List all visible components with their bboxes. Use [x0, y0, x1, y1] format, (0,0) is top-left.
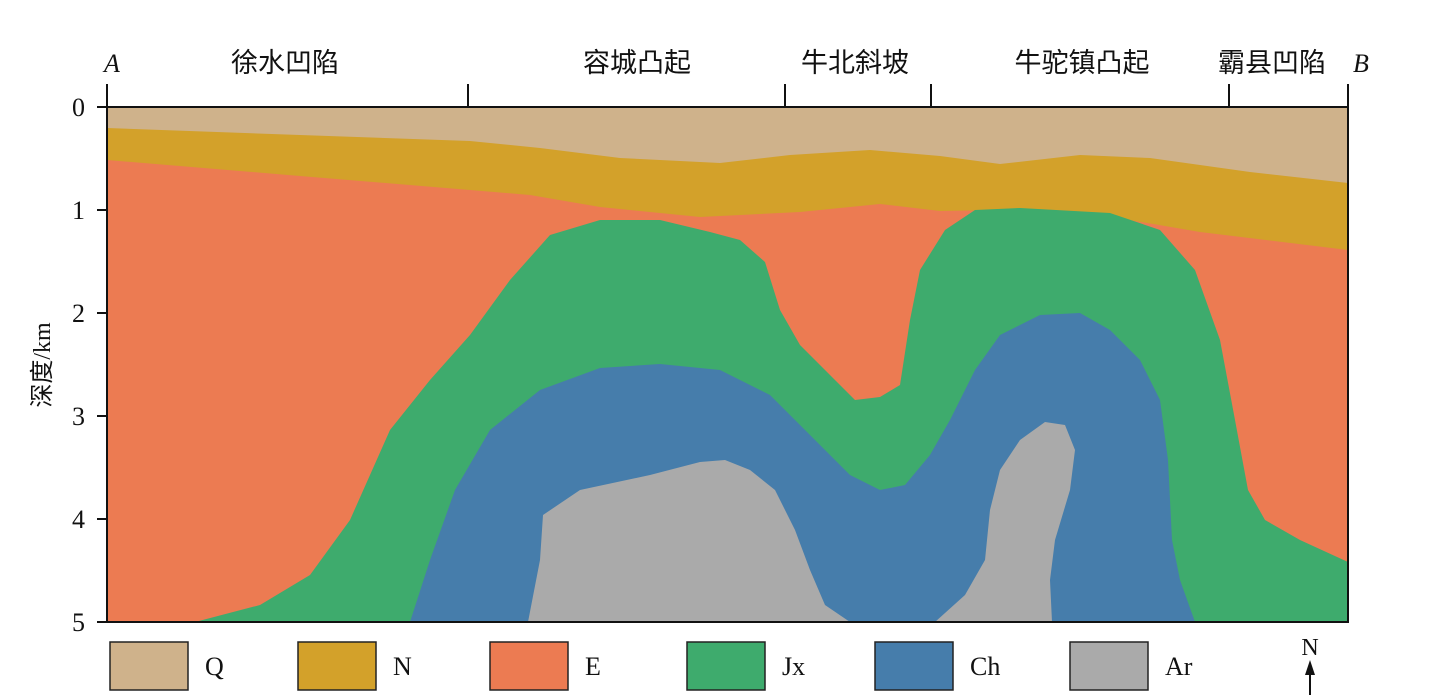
end-label-a: A [102, 49, 120, 78]
legend-swatch-ch [874, 641, 954, 691]
north-arrow: N [1301, 635, 1319, 695]
y-tick-label: 3 [72, 402, 85, 431]
y-tick-label: 4 [72, 505, 85, 534]
layer-ar-west [528, 460, 850, 622]
legend-label: Jx [782, 652, 805, 681]
region-label: 霸县凹陷 [1218, 48, 1326, 78]
y-tick-label: 1 [72, 196, 85, 225]
region-label: 牛北斜坡 [801, 48, 909, 78]
legend-label: Ch [970, 652, 1000, 681]
legend-swatch-n [297, 641, 377, 691]
y-axis-label: 深度/km [29, 322, 56, 408]
end-label-b: B [1353, 49, 1369, 78]
region-label: 徐水凹陷 [231, 48, 339, 78]
legend-swatch-q [109, 641, 189, 691]
legend-label: E [585, 652, 601, 681]
legend-swatch-e [489, 641, 569, 691]
legend: Q N E Jx Ch Ar [109, 641, 1193, 691]
y-tick-label: 0 [72, 93, 85, 122]
y-tick-label: 2 [72, 299, 85, 328]
region-label: 牛驼镇凸起 [1015, 48, 1150, 78]
y-tick-label: 5 [72, 608, 85, 637]
legend-label: Ar [1165, 652, 1193, 681]
layer-ar-east [935, 422, 1075, 622]
north-arrow-head-icon [1305, 660, 1315, 675]
legend-swatch-ar [1069, 641, 1149, 691]
strata-layers [107, 107, 1348, 622]
region-label: 容城凸起 [583, 48, 691, 78]
y-axis: 0 1 2 3 4 5 [72, 93, 107, 637]
axis-ticks [106, 84, 1349, 107]
region-labels: 徐水凹陷 容城凸起 牛北斜坡 牛驼镇凸起 霸县凹陷 [231, 48, 1326, 78]
legend-swatch-jx [686, 641, 766, 691]
north-arrow-label: N [1301, 635, 1318, 661]
section-frame [106, 106, 1349, 623]
legend-label: Q [205, 652, 224, 681]
legend-label: N [393, 652, 412, 681]
